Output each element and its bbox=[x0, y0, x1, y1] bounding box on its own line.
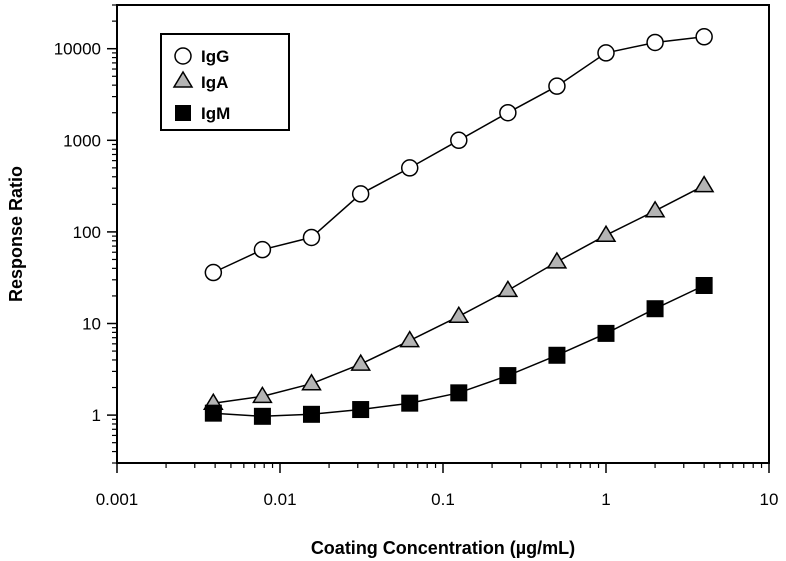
point-igm bbox=[695, 276, 713, 294]
y-tick-label: 1000 bbox=[63, 131, 101, 150]
point-igg bbox=[204, 263, 223, 282]
point-igg bbox=[695, 28, 713, 46]
legend-iga-triangle-icon bbox=[172, 70, 194, 88]
point-iga bbox=[497, 279, 519, 298]
legend-label-igg: IgG bbox=[201, 47, 229, 66]
x-tick-label: 0.1 bbox=[431, 490, 455, 509]
legend-label-igm: IgM bbox=[201, 104, 230, 123]
point-iga bbox=[252, 385, 273, 404]
point-iga bbox=[301, 373, 322, 391]
x-axis-title: Coating Concentration (µg/mL) bbox=[311, 538, 575, 558]
point-igg bbox=[400, 159, 419, 177]
point-igm bbox=[597, 324, 615, 342]
point-iga bbox=[350, 353, 372, 371]
y-axis-ticks: 1 10 100 1000 10000 bbox=[54, 4, 117, 464]
y-tick-label: 10000 bbox=[54, 40, 101, 59]
point-igg bbox=[302, 228, 321, 247]
point-igm bbox=[253, 407, 271, 425]
point-igm bbox=[302, 405, 320, 423]
point-iga bbox=[644, 200, 666, 218]
series-line-iga bbox=[213, 184, 705, 404]
legend-igm-square-icon bbox=[175, 105, 191, 121]
point-iga bbox=[693, 175, 715, 193]
point-igm bbox=[499, 367, 517, 385]
point-igg bbox=[548, 77, 566, 95]
point-igg bbox=[253, 240, 272, 259]
x-axis-ticks: 0.001 0.01 0.1 1 10 bbox=[96, 463, 779, 509]
point-iga bbox=[448, 305, 470, 324]
y-axis-title: Response Ratio bbox=[6, 166, 26, 302]
point-igg bbox=[597, 44, 615, 62]
point-iga bbox=[595, 224, 617, 242]
point-igg bbox=[499, 103, 517, 122]
point-igg bbox=[351, 185, 370, 203]
point-igm bbox=[450, 384, 468, 402]
x-tick-label: 10 bbox=[760, 490, 779, 509]
point-igm bbox=[646, 300, 664, 318]
y-tick-label: 10 bbox=[82, 315, 101, 334]
legend-igg-circle-icon bbox=[174, 47, 192, 65]
point-igm bbox=[204, 404, 222, 422]
series-markers bbox=[202, 28, 715, 425]
y-tick-label: 100 bbox=[73, 223, 101, 242]
legend: IgG IgA IgM bbox=[160, 33, 290, 131]
point-igg bbox=[646, 33, 664, 52]
point-igg bbox=[450, 131, 468, 150]
point-igm bbox=[352, 401, 370, 419]
x-tick-label: 0.01 bbox=[263, 490, 296, 509]
point-igm bbox=[401, 394, 419, 412]
point-igm bbox=[548, 346, 566, 364]
legend-label-iga: IgA bbox=[201, 73, 228, 92]
y-tick-label: 1 bbox=[92, 406, 101, 425]
point-iga bbox=[399, 330, 421, 348]
x-tick-label: 0.001 bbox=[96, 490, 139, 509]
x-tick-label: 1 bbox=[601, 490, 610, 509]
point-iga bbox=[546, 251, 568, 269]
